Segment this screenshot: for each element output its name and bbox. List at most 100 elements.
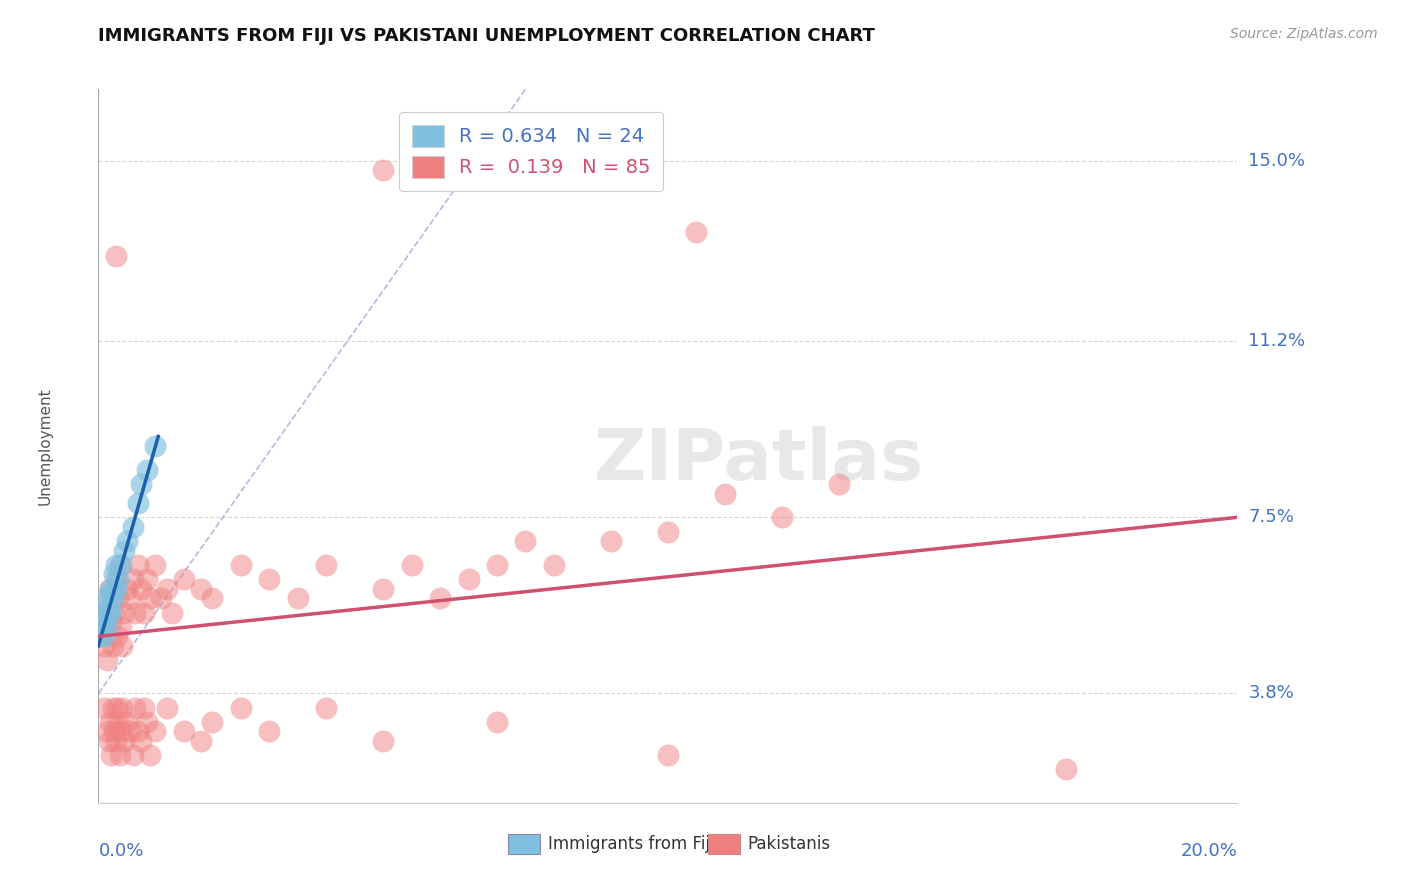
- Point: [135, 463, 157, 477]
- Point: [105, 629, 128, 643]
- Point: [770, 510, 793, 524]
- Text: Immigrants from Fiji: Immigrants from Fiji: [548, 835, 714, 853]
- Point: [93, 606, 115, 620]
- Point: [101, 700, 124, 714]
- Point: [132, 700, 155, 714]
- Text: 15.0%: 15.0%: [1249, 152, 1305, 169]
- Point: [98, 582, 121, 596]
- Point: [138, 748, 160, 763]
- Point: [127, 724, 149, 739]
- Point: [486, 714, 509, 729]
- Point: [91, 620, 114, 634]
- Point: [124, 606, 146, 620]
- Point: [104, 558, 127, 572]
- Point: [657, 524, 679, 539]
- Point: [429, 591, 451, 606]
- Point: [685, 225, 707, 239]
- Point: [112, 543, 135, 558]
- Point: [828, 477, 851, 491]
- Point: [104, 734, 127, 748]
- Point: [135, 572, 157, 586]
- Point: [104, 249, 127, 263]
- Point: [121, 572, 143, 586]
- Point: [515, 534, 537, 549]
- Point: [132, 606, 155, 620]
- Point: [127, 496, 149, 510]
- Point: [107, 591, 129, 606]
- Point: [96, 724, 118, 739]
- Point: [657, 748, 679, 763]
- Point: [100, 748, 122, 763]
- Point: [150, 591, 173, 606]
- Point: [103, 567, 125, 582]
- Point: [107, 714, 129, 729]
- Point: [108, 748, 131, 763]
- Point: [96, 591, 118, 606]
- Point: [145, 558, 167, 572]
- FancyBboxPatch shape: [707, 834, 740, 855]
- Point: [145, 439, 167, 453]
- Point: [91, 620, 114, 634]
- Point: [115, 714, 138, 729]
- Point: [259, 572, 281, 586]
- Point: [145, 724, 167, 739]
- Point: [600, 534, 623, 549]
- Point: [121, 520, 143, 534]
- Point: [118, 591, 141, 606]
- Text: 0.0%: 0.0%: [98, 842, 143, 860]
- Point: [94, 610, 117, 624]
- Point: [98, 714, 121, 729]
- Point: [101, 591, 124, 606]
- Point: [315, 700, 337, 714]
- Point: [100, 586, 122, 600]
- Point: [110, 724, 132, 739]
- Point: [129, 477, 152, 491]
- Point: [259, 724, 281, 739]
- Point: [162, 606, 184, 620]
- Point: [229, 558, 252, 572]
- Point: [115, 534, 138, 549]
- Point: [287, 591, 309, 606]
- Point: [103, 606, 125, 620]
- Point: [173, 572, 195, 586]
- Text: Source: ZipAtlas.com: Source: ZipAtlas.com: [1230, 27, 1378, 41]
- Text: Pakistanis: Pakistanis: [748, 835, 831, 853]
- Point: [714, 486, 737, 500]
- Point: [129, 582, 152, 596]
- Point: [121, 748, 143, 763]
- Point: [93, 639, 115, 653]
- Point: [401, 558, 423, 572]
- Point: [94, 606, 117, 620]
- Point: [543, 558, 565, 572]
- Point: [112, 734, 135, 748]
- FancyBboxPatch shape: [509, 834, 540, 855]
- Point: [138, 591, 160, 606]
- Point: [98, 582, 121, 596]
- Point: [112, 606, 135, 620]
- Point: [90, 629, 112, 643]
- Point: [108, 558, 131, 572]
- Point: [111, 700, 134, 714]
- Point: [104, 582, 127, 596]
- Point: [156, 700, 179, 714]
- Point: [315, 558, 337, 572]
- Point: [229, 700, 252, 714]
- Point: [103, 724, 125, 739]
- Point: [156, 582, 179, 596]
- Point: [90, 629, 112, 643]
- Point: [486, 558, 509, 572]
- Text: 20.0%: 20.0%: [1181, 842, 1237, 860]
- Text: Unemployment: Unemployment: [38, 387, 53, 505]
- Point: [118, 724, 141, 739]
- Point: [201, 591, 224, 606]
- Point: [371, 734, 394, 748]
- Point: [129, 734, 152, 748]
- Point: [115, 582, 138, 596]
- Point: [101, 639, 124, 653]
- Text: 3.8%: 3.8%: [1249, 684, 1294, 702]
- Point: [173, 724, 195, 739]
- Point: [190, 734, 212, 748]
- Point: [97, 600, 120, 615]
- Point: [124, 700, 146, 714]
- Point: [97, 591, 120, 606]
